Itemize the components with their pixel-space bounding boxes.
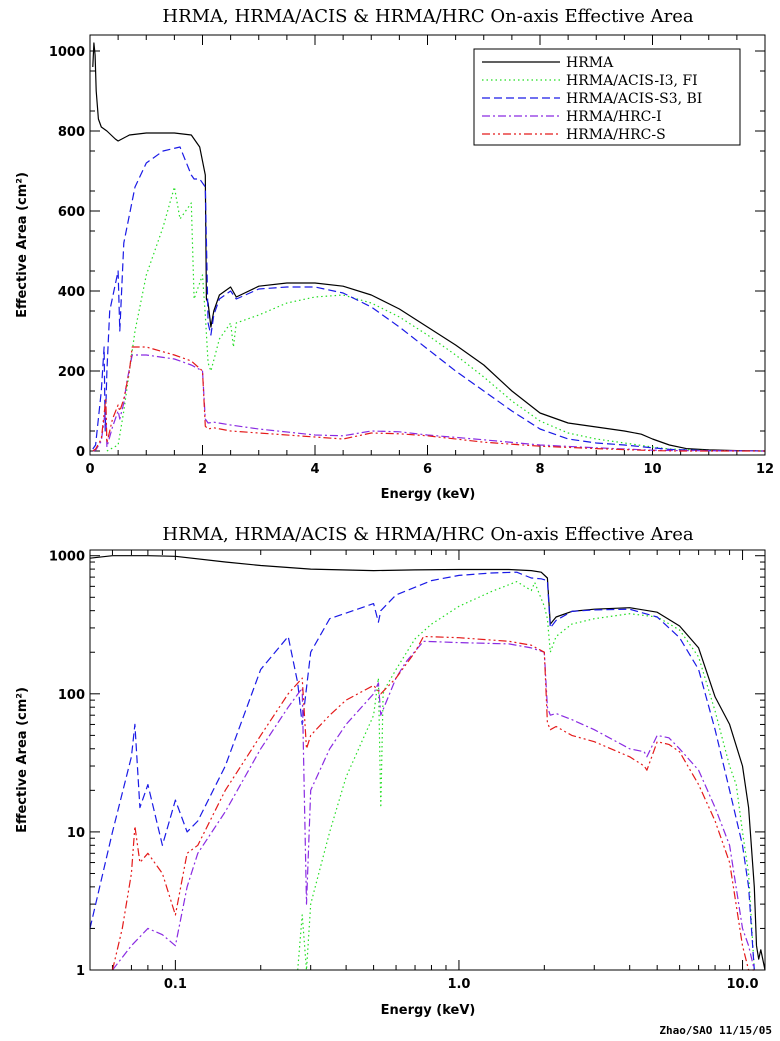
- legend: HRMA HRMA/ACIS-I3, FI HRMA/ACIS-S3, BI HRMA…: [473, 48, 741, 146]
- bottom-series-hrma-hrc-i: [112, 640, 755, 971]
- credit-label: Zhao/SAO 11/15/05: [659, 1024, 772, 1037]
- top-x-tick-label: 4: [310, 462, 319, 477]
- top-x-tick-label: 2: [198, 462, 207, 477]
- bottom-x-tick-label: 10.0: [727, 977, 759, 992]
- top-y-tick-label: 800: [58, 125, 85, 140]
- top-y-tick-label: 0: [76, 445, 85, 460]
- top-chart-title: HRMA, HRMA/ACIS & HRMA/HRC On-axis Effec…: [162, 6, 694, 27]
- bottom-chart-title: HRMA, HRMA/ACIS & HRMA/HRC On-axis Effec…: [162, 524, 694, 545]
- top-series-hrma-hrc-i: [92, 354, 766, 452]
- top-series-hrma-hrc-s: [92, 346, 765, 452]
- top-series-hrma-acis-s3-bi: [92, 146, 766, 452]
- bottom-x-axis-label: Energy (keV): [381, 1003, 476, 1018]
- log-panel: HRMA, HRMA/ACIS & HRMA/HRC On-axis Effec…: [15, 524, 766, 1018]
- legend-entry: HRMA/HRC-I: [566, 109, 662, 125]
- top-plot-frame: [89, 34, 766, 456]
- bottom-y-tick-label: 100: [58, 688, 85, 703]
- linear-panel: HRMA, HRMA/ACIS & HRMA/HRC On-axis Effec…: [15, 6, 774, 502]
- top-y-tick-label: 400: [58, 285, 85, 300]
- bottom-series-hrma-acis-i3-fi: [297, 581, 755, 971]
- bottom-y-tick-label: 1: [76, 964, 85, 979]
- top-y-tick-label: 200: [58, 365, 85, 380]
- top-x-tick-label: 8: [535, 462, 544, 477]
- top-series-lines: [92, 42, 766, 452]
- bottom-y-tick-label: 10: [67, 826, 85, 841]
- legend-entry: HRMA/ACIS-I3, FI: [566, 73, 698, 89]
- bottom-series-hrma-hrc-s: [111, 635, 755, 971]
- bottom-x-tick-label: 1.0: [447, 977, 470, 992]
- bottom-series-lines: [89, 555, 766, 971]
- legend-entry: HRMA: [566, 55, 614, 71]
- bottom-plot-frame: [89, 549, 766, 971]
- top-x-axis-label: Energy (keV): [381, 487, 476, 502]
- top-y-tick-label: 1000: [49, 45, 85, 60]
- bottom-y-axis-label: Effective Area (cm²): [15, 687, 30, 833]
- legend-box: [473, 48, 741, 146]
- top-x-tick-label: 10: [643, 462, 661, 477]
- bottom-series-hrma: [89, 555, 766, 971]
- bottom-series-hrma-acis-s3-bi: [89, 571, 755, 971]
- top-y-axis-label: Effective Area (cm²): [15, 172, 30, 318]
- top-x-tick-label: 6: [423, 462, 432, 477]
- top-x-tick-label: 0: [85, 462, 94, 477]
- legend-entry: HRMA/ACIS-S3, BI: [566, 91, 702, 107]
- top-y-tick-label: 600: [58, 205, 85, 220]
- legend-entry: HRMA/HRC-S: [566, 127, 666, 143]
- top-series-hrma-acis-i3-fi: [106, 186, 766, 452]
- top-series-hrma: [92, 42, 766, 452]
- bottom-y-tick-label: 1000: [49, 550, 85, 565]
- top-x-tick-label: 12: [756, 462, 774, 477]
- bottom-x-tick-label: 0.1: [164, 977, 187, 992]
- bottom-axis-ticks: 0.1 1.0 10.0 1 10 100 1000: [49, 550, 765, 992]
